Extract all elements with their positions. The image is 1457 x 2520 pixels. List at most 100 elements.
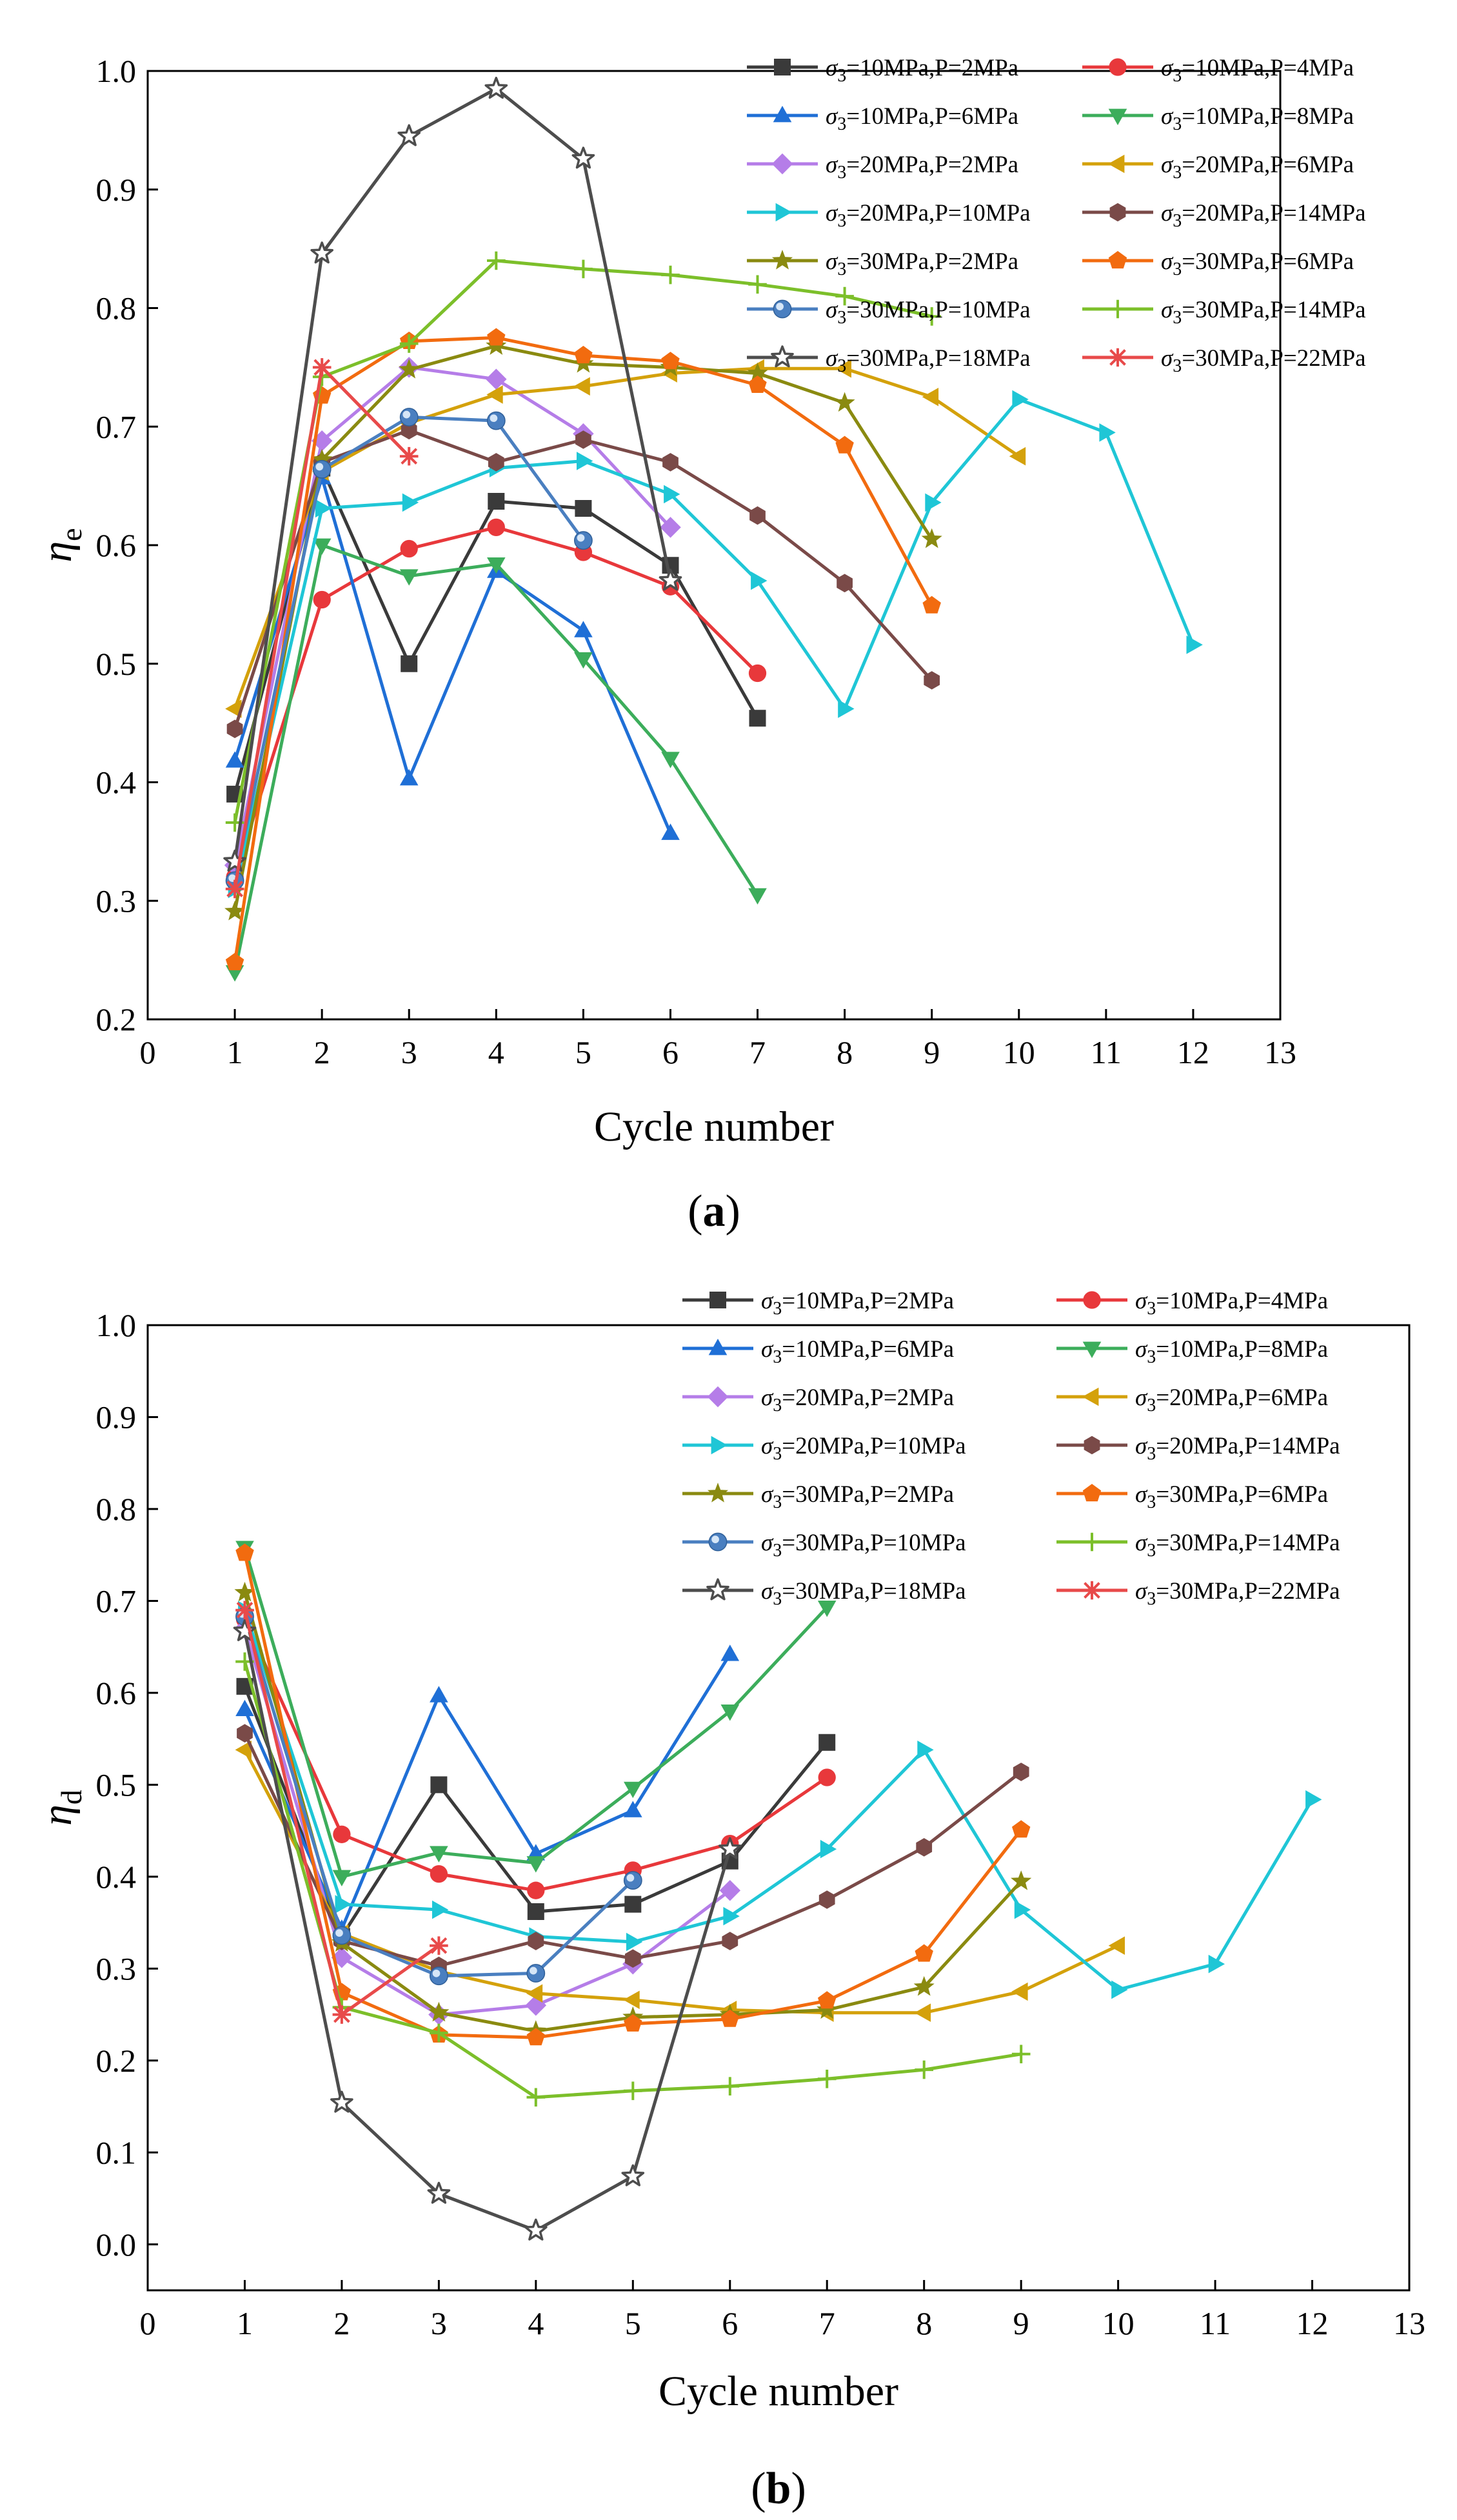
data-point xyxy=(917,1740,934,1759)
legend-marker xyxy=(709,1292,726,1308)
data-point xyxy=(226,719,243,739)
y-tick-label: 0.4 xyxy=(96,765,137,801)
data-point xyxy=(747,362,768,383)
data-point xyxy=(624,1949,641,1968)
data-point xyxy=(818,1734,836,1751)
data-point xyxy=(749,506,766,525)
y-tick-label: 0.7 xyxy=(96,408,137,445)
legend-item: σ3=20MPa,P=6MPa xyxy=(1056,1385,1328,1415)
x-tick-label: 12 xyxy=(1177,1034,1209,1070)
legend-label: σ3=30MPa,P=10MPa xyxy=(826,297,1031,328)
legend-item: σ3=10MPa,P=2MPa xyxy=(682,1288,954,1319)
data-point xyxy=(526,1964,546,1983)
data-point xyxy=(624,1781,642,1799)
data-point xyxy=(922,595,941,614)
data-point xyxy=(430,1865,448,1883)
data-point xyxy=(1012,390,1029,409)
legend-label: σ3=30MPa,P=14MPa xyxy=(1161,297,1366,328)
y-axis-title: ηd xyxy=(34,1790,88,1826)
legend-label: σ3=30MPa,P=2MPa xyxy=(826,248,1018,279)
data-point xyxy=(659,568,682,591)
data-point xyxy=(399,569,419,586)
x-tick-label: 11 xyxy=(1091,1034,1122,1070)
legend-label: σ3=10MPa,P=6MPa xyxy=(826,103,1018,134)
legend-marker xyxy=(1083,1291,1101,1309)
x-tick-label: 4 xyxy=(488,1034,504,1070)
legend-item: σ3=30MPa,P=6MPa xyxy=(1056,1481,1328,1512)
data-point xyxy=(662,453,679,472)
legend-label: σ3=20MPa,P=14MPa xyxy=(1161,200,1366,231)
legend-marker xyxy=(1082,1341,1102,1358)
legend-item: σ3=20MPa,P=14MPa xyxy=(1056,1433,1340,1464)
legend-item: σ3=20MPa,P=14MPa xyxy=(1082,200,1366,231)
data-point xyxy=(661,752,680,768)
data-point xyxy=(1014,1900,1031,1919)
x-tick-label: 1 xyxy=(237,2305,253,2341)
data-point xyxy=(430,1686,448,1703)
x-tick-label: 6 xyxy=(722,2305,738,2341)
x-tick-label: 5 xyxy=(625,2305,641,2341)
data-point xyxy=(235,1601,254,1619)
series-10 xyxy=(235,1543,1031,2046)
x-tick-label: 13 xyxy=(1264,1034,1296,1070)
legend-marker xyxy=(771,250,793,270)
legend-label: σ3=10MPa,P=4MPa xyxy=(1135,1288,1328,1319)
x-tick-label: 5 xyxy=(575,1034,591,1070)
x-tick-label: 4 xyxy=(528,2305,544,2341)
x-tick-label: 2 xyxy=(314,1034,330,1070)
data-point xyxy=(428,2001,450,2022)
data-point xyxy=(624,2014,642,2032)
data-point xyxy=(575,430,591,449)
y-tick-label: 0.3 xyxy=(96,1950,137,1986)
data-point xyxy=(526,1984,543,2003)
data-point xyxy=(818,1768,836,1786)
legend-label: σ3=30MPa,P=14MPa xyxy=(1135,1530,1340,1561)
legend-label: σ3=10MPa,P=2MPa xyxy=(761,1288,954,1319)
x-tick-label: 12 xyxy=(1296,2305,1329,2341)
svg-text:ηe: ηe xyxy=(34,528,88,562)
legend-item: σ3=30MPa,P=22MPa xyxy=(1056,1578,1340,1609)
data-point xyxy=(234,1581,255,1602)
data-point xyxy=(574,531,593,550)
legend-marker xyxy=(1082,1484,1102,1502)
y-tick-label: 0.6 xyxy=(96,1675,137,1711)
data-point xyxy=(233,1619,257,1641)
legend-label: σ3=20MPa,P=6MPa xyxy=(1135,1385,1328,1415)
legend-item: σ3=30MPa,P=2MPa xyxy=(682,1481,954,1512)
data-point xyxy=(430,1846,448,1863)
data-point xyxy=(1305,1790,1322,1809)
legend-label: σ3=10MPa,P=8MPa xyxy=(1135,1336,1328,1367)
legend-label: σ3=20MPa,P=10MPa xyxy=(761,1433,966,1464)
data-point xyxy=(312,460,332,479)
data-point xyxy=(486,411,506,430)
data-point xyxy=(913,1975,935,1996)
legend-label: σ3=10MPa,P=2MPa xyxy=(826,55,1018,86)
legend-marker xyxy=(1082,1532,1102,1552)
data-point xyxy=(661,352,680,370)
data-point xyxy=(623,2081,642,2101)
data-point xyxy=(661,823,680,840)
legend-marker xyxy=(1108,154,1125,174)
data-point xyxy=(722,1932,738,1950)
data-point xyxy=(430,1776,448,1794)
data-point xyxy=(749,710,766,727)
legend-label: σ3=30MPa,P=2MPa xyxy=(761,1481,954,1512)
data-point xyxy=(1099,423,1116,442)
data-point xyxy=(224,900,246,921)
legend-item: σ3=10MPa,P=6MPa xyxy=(682,1336,954,1367)
data-point xyxy=(524,2218,548,2241)
data-point xyxy=(661,265,680,285)
data-point xyxy=(487,328,506,346)
legend-item: σ3=20MPa,P=2MPa xyxy=(747,152,1018,183)
legend-item: σ3=10MPa,P=4MPa xyxy=(1082,55,1354,86)
legend-item: σ3=30MPa,P=6MPa xyxy=(1082,248,1354,279)
series-line xyxy=(243,1609,1314,1992)
x-axis-title: Cycle number xyxy=(594,1103,834,1150)
x-tick-label: 7 xyxy=(819,2305,835,2341)
legend-item: σ3=30MPa,P=10MPa xyxy=(682,1530,966,1561)
data-point xyxy=(237,1724,253,1743)
legend-marker xyxy=(1108,348,1127,367)
legend-marker xyxy=(708,1339,728,1355)
data-point xyxy=(718,1837,742,1859)
